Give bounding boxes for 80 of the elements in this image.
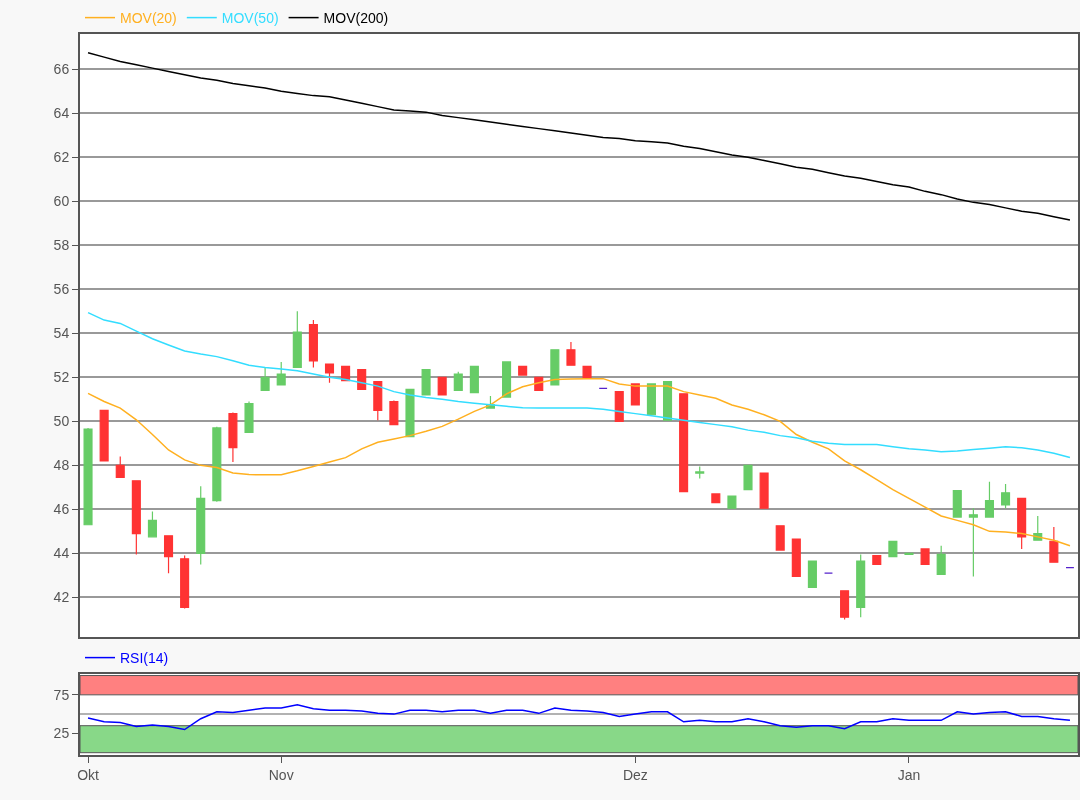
legend-label: MOV(50) <box>221 10 279 27</box>
candlestick <box>807 560 817 589</box>
candlestick <box>936 545 946 575</box>
line-series <box>87 51 1071 221</box>
candlestick <box>759 472 769 509</box>
candlestick <box>373 381 383 421</box>
y-tick-label: 42 <box>53 589 70 606</box>
y-tick-label: 62 <box>53 149 70 166</box>
candlestick <box>469 365 479 394</box>
candlestick <box>743 464 753 491</box>
candlestick <box>662 381 673 421</box>
y-tick-label: 58 <box>53 237 70 254</box>
candlestick <box>324 363 335 384</box>
candlestick <box>968 507 978 578</box>
y-tick-label: 48 <box>53 457 70 474</box>
candlestick <box>292 310 302 369</box>
candlestick <box>840 590 850 620</box>
candlestick <box>389 399 399 426</box>
legend-label: RSI(14) <box>120 650 169 667</box>
candlestick <box>276 361 286 386</box>
candlestick <box>614 391 624 422</box>
candlestick <box>244 400 254 433</box>
candlestick <box>453 371 463 392</box>
x-tick-label: Okt <box>77 766 100 783</box>
candlestick <box>679 393 689 493</box>
candlestick <box>437 376 447 396</box>
candlestick <box>711 493 721 504</box>
candlestick <box>952 490 962 518</box>
candlestick <box>1049 526 1059 563</box>
x-tick-label: Nov <box>268 766 294 783</box>
candlestick <box>115 455 125 479</box>
candlestick <box>518 365 528 376</box>
candlestick <box>646 383 656 416</box>
legend-label: MOV(200) <box>323 10 389 27</box>
y-tick-label: 46 <box>53 501 70 518</box>
candlestick <box>550 349 560 386</box>
y-tick-label: 60 <box>53 193 70 210</box>
y-tick-label: 25 <box>53 725 70 742</box>
y-tick-label: 54 <box>53 325 70 342</box>
candlestick <box>872 554 882 565</box>
y-tick-label: 56 <box>53 281 70 298</box>
candlestick <box>695 465 705 480</box>
y-tick-label: 66 <box>53 61 70 78</box>
candlestick <box>131 480 141 556</box>
candlestick <box>791 538 801 578</box>
candlestick <box>1017 497 1027 550</box>
candlestick <box>920 548 930 565</box>
candlestick <box>502 361 512 398</box>
candlestick <box>196 485 206 565</box>
line-series <box>87 311 1071 459</box>
line-series <box>87 704 1071 731</box>
candlestick <box>357 369 367 391</box>
candlestick <box>212 426 222 503</box>
candlestick <box>83 427 93 526</box>
legend-label: MOV(20) <box>120 10 177 27</box>
x-tick-label: Jan <box>897 766 921 783</box>
candlestick <box>308 319 318 369</box>
candlestick <box>147 510 157 538</box>
candlestick <box>1001 483 1011 509</box>
y-tick-label: 64 <box>53 105 70 122</box>
candlestick <box>180 554 190 609</box>
y-tick-label: 75 <box>53 686 70 703</box>
y-tick-label: 52 <box>53 369 70 386</box>
candlestick <box>421 369 431 396</box>
candlestick <box>727 495 737 509</box>
y-tick-label: 44 <box>53 545 70 562</box>
candlestick <box>228 411 238 463</box>
candlestick <box>566 341 576 366</box>
candlestick <box>888 540 898 558</box>
candlestick <box>99 409 109 462</box>
candlestick <box>775 525 785 551</box>
candlestick <box>856 553 866 618</box>
y-tick-label: 50 <box>53 413 70 430</box>
candlestick <box>405 388 415 438</box>
candlestick <box>163 535 174 574</box>
candlestick <box>582 365 592 378</box>
line-series <box>87 377 1071 547</box>
candlestick <box>260 366 270 392</box>
candlestick <box>984 481 995 518</box>
x-tick-label: Dez <box>622 766 648 783</box>
